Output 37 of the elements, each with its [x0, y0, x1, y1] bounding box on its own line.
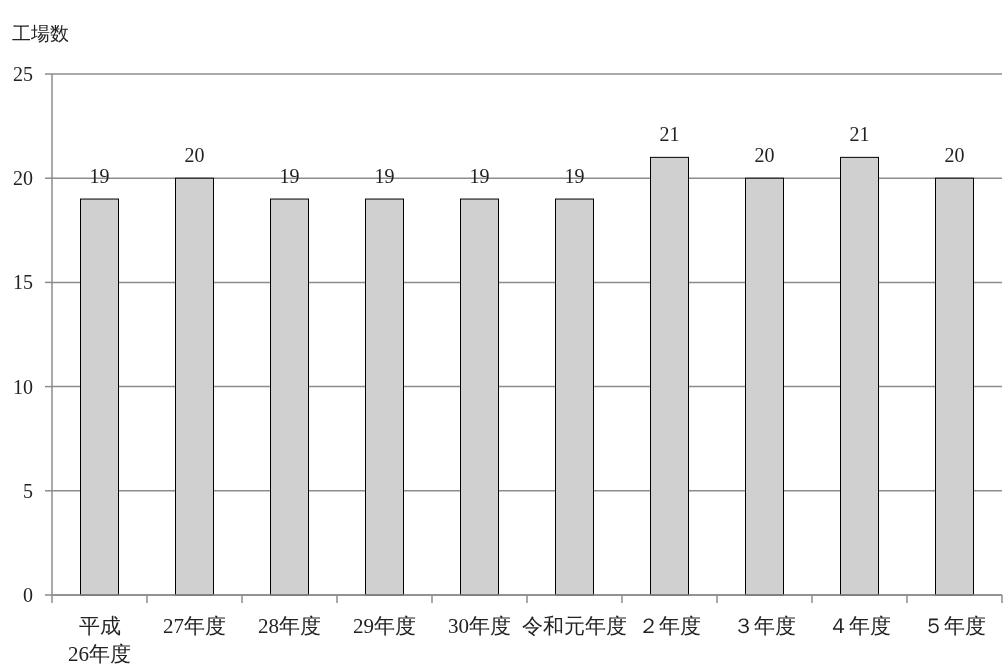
x-tick-label: 30年度: [448, 614, 511, 638]
data-label: 19: [564, 165, 585, 188]
data-label: 19: [469, 165, 490, 188]
x-tick-label: ３年度: [733, 614, 796, 638]
x-tick-label: ４年度: [828, 614, 891, 638]
x-tick-label: 29年度: [353, 614, 416, 638]
y-tick-label: 10: [13, 375, 33, 398]
bar: [175, 177, 214, 596]
data-label: 19: [374, 165, 395, 188]
x-tick-label: ２年度: [638, 614, 701, 638]
bar: [555, 198, 594, 596]
y-tick-label: 25: [13, 63, 33, 85]
bar: [365, 198, 404, 596]
x-tick-label: 平成26年度: [68, 614, 131, 666]
y-tick-label: 15: [13, 271, 33, 294]
bar: [460, 198, 499, 596]
bar: [270, 198, 309, 596]
bar: [650, 156, 689, 596]
x-tick-label: ５年度: [923, 614, 986, 638]
y-axis-title: 工場数: [12, 23, 69, 44]
y-tick-label: 5: [23, 479, 33, 502]
data-label: 20: [754, 144, 775, 167]
data-label: 19: [279, 165, 300, 188]
data-label: 20: [944, 144, 965, 167]
data-label: 20: [184, 144, 205, 167]
bar: [840, 156, 879, 596]
y-tick-label: 0: [23, 584, 33, 606]
x-tick-label: 令和元年度: [522, 614, 627, 638]
bar: [745, 177, 784, 596]
bar: [80, 198, 119, 596]
data-label: 19: [89, 165, 110, 188]
y-tick-label: 20: [13, 167, 33, 190]
x-tick-label: 27年度: [163, 614, 226, 638]
x-tick-label: 28年度: [258, 614, 321, 638]
data-label: 21: [849, 123, 870, 146]
bar: [935, 177, 974, 596]
data-label: 21: [659, 123, 680, 146]
